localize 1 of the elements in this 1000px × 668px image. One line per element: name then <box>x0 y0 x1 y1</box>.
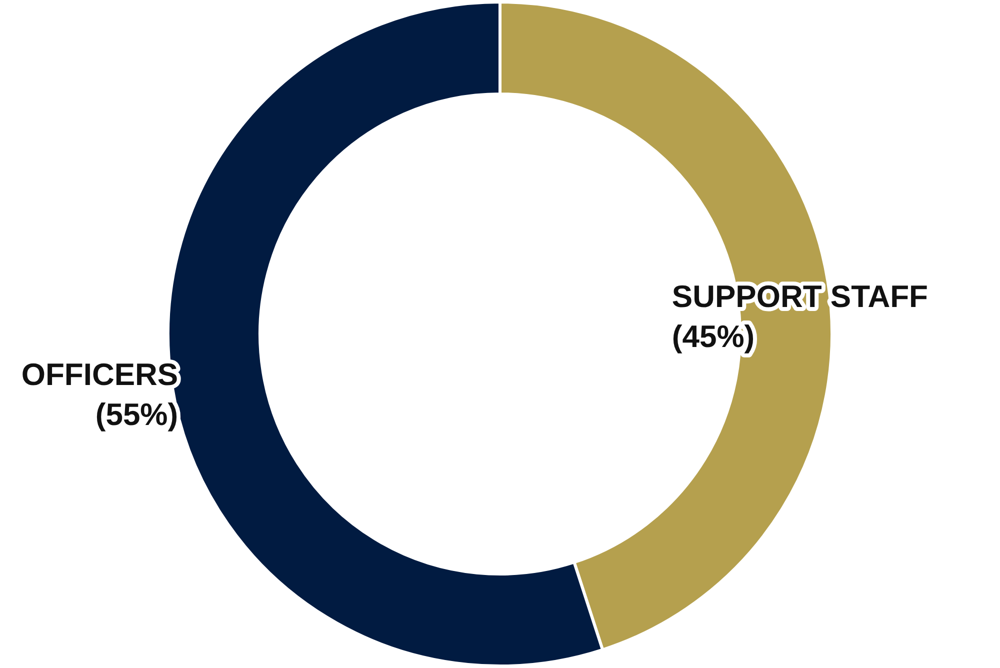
data-label: (55%) <box>95 397 178 432</box>
